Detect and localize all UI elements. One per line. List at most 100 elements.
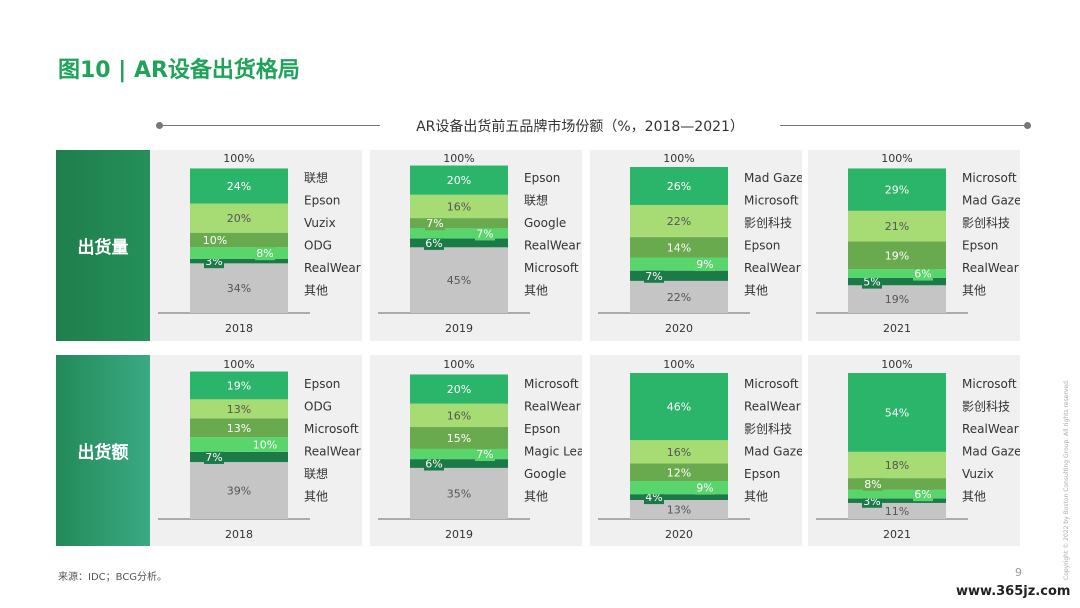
year-label: 2021 <box>883 322 911 335</box>
value-label: 20% <box>447 174 471 187</box>
value-label-box <box>475 447 495 462</box>
value-label: 21% <box>885 220 909 233</box>
value-label: 5% <box>863 276 880 289</box>
year-label: 2019 <box>445 528 473 541</box>
chart-panel: 100% 2019 35% 其他 6% Google 7% Magic Leap 15% Epso… <box>370 355 582 546</box>
value-label: 24% <box>227 180 251 193</box>
bar-segment <box>630 280 728 313</box>
panel-svg: 100% 2020 13% 其他 4% Epson 9% Mad Gaze 12% 影创科技 16%… <box>598 358 802 541</box>
bar-segment <box>190 451 288 463</box>
bar-segment <box>848 269 946 278</box>
bar-segment <box>848 241 946 270</box>
brand-label: Microsoft <box>744 377 799 391</box>
panel-svg: 100% 2019 45% 其他 6% Microsoft 7% RealWear 7% Goog… <box>378 152 581 335</box>
brand-label: Mad Gaze <box>744 171 802 185</box>
bar-segment <box>630 500 728 519</box>
bar-segment <box>410 165 508 195</box>
value-label: 9% <box>696 258 713 271</box>
value-label-box <box>202 233 228 247</box>
value-label: 26% <box>667 180 691 193</box>
brand-label: 影创科技 <box>744 216 792 230</box>
bar-segment <box>410 218 508 229</box>
value-label: 20% <box>227 212 251 225</box>
brand-label: Epson <box>744 467 780 481</box>
brand-label: Vuzix <box>962 467 994 481</box>
bar-segment <box>190 247 288 259</box>
bar-segment <box>848 210 946 242</box>
bar-segment <box>848 285 946 313</box>
value-label: 19% <box>885 249 909 262</box>
bar-segment <box>848 451 946 479</box>
bar-segment <box>410 247 508 313</box>
value-label: 10% <box>203 234 227 247</box>
brand-label: 其他 <box>524 490 548 504</box>
brand-label: RealWear <box>744 400 801 414</box>
value-label: 35% <box>447 487 471 500</box>
value-label-box <box>204 449 224 464</box>
brand-label: Vuzix <box>304 216 336 230</box>
brand-label: Epson <box>962 239 998 253</box>
top-100-label: 100% <box>881 358 912 371</box>
value-label: 22% <box>667 291 691 304</box>
bar-segment <box>190 462 288 519</box>
brand-label: Mad Gaze <box>962 445 1020 459</box>
bar-segment <box>848 478 946 490</box>
chart-panel: 100% 2018 39% 其他 7% 联想 10% RealWear 13% Microsoft… <box>150 355 362 546</box>
brand-label: 联想 <box>304 170 328 185</box>
bar-segment <box>630 373 728 441</box>
title-rule-right-dot <box>1024 122 1031 129</box>
bar-segment <box>410 238 508 248</box>
brand-label: Magic Leap <box>524 445 582 459</box>
page-title: 图10 | AR设备出货格局 <box>58 58 300 83</box>
top-100-label: 100% <box>881 152 912 165</box>
value-label: 19% <box>885 293 909 306</box>
top-100-label: 100% <box>663 358 694 371</box>
brand-label: Microsoft <box>744 194 799 208</box>
value-label: 14% <box>667 241 691 254</box>
value-label: 7% <box>476 227 493 240</box>
bar-segment <box>410 448 508 460</box>
copyright-note: Copyright © 2022 by Boston Consulting Gr… <box>1063 379 1070 580</box>
brand-label: ODG <box>304 400 332 414</box>
brand-label: Microsoft <box>962 377 1017 391</box>
value-label: 34% <box>227 282 251 295</box>
brand-label: 其他 <box>304 284 328 298</box>
value-label-box <box>424 235 444 250</box>
value-label: 16% <box>447 200 471 213</box>
page-number: 9 <box>1015 566 1022 579</box>
bar-segment <box>410 194 508 219</box>
bar-segment <box>630 463 728 482</box>
year-label: 2020 <box>665 322 693 335</box>
value-label: 7% <box>205 451 222 464</box>
bar-segment <box>410 403 508 428</box>
value-label: 7% <box>476 448 493 461</box>
value-label: 6% <box>914 268 931 281</box>
brand-label: Epson <box>304 377 340 391</box>
chart-title: AR设备出货前五品牌市场份额（%，2018—2021） <box>380 116 780 136</box>
bar-segment <box>190 258 288 264</box>
brand-label: Google <box>524 467 566 481</box>
value-label: 6% <box>425 237 442 250</box>
brand-label: 影创科技 <box>744 422 792 436</box>
bar-segment <box>410 427 508 449</box>
bar-segment <box>190 203 288 233</box>
brand-label: 其他 <box>962 490 986 504</box>
value-label: 29% <box>885 184 909 197</box>
bar-segment <box>410 228 508 239</box>
brand-label: RealWear <box>304 261 361 275</box>
bar-segment <box>190 168 288 204</box>
value-label: 19% <box>227 379 251 392</box>
brand-label: Microsoft <box>304 422 359 436</box>
bar-segment <box>190 418 288 438</box>
bar-segment <box>848 373 946 452</box>
bar-segment <box>630 270 728 281</box>
brand-label: 联想 <box>304 466 328 481</box>
value-label-box <box>862 274 882 289</box>
value-label: 18% <box>885 459 909 472</box>
bar-segment <box>410 467 508 519</box>
year-label: 2021 <box>883 528 911 541</box>
source-note: 来源：IDC；BCG分析。 <box>58 572 168 583</box>
year-label: 2018 <box>225 322 253 335</box>
